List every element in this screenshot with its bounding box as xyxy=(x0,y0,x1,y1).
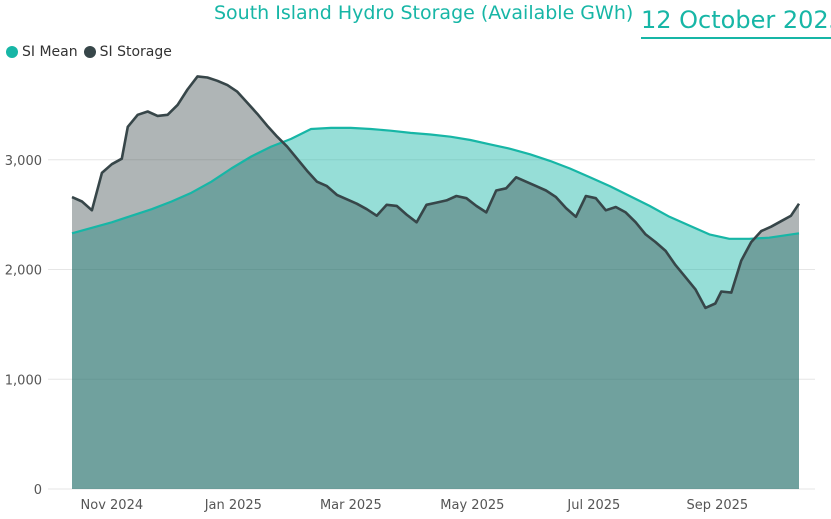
si-storage-area xyxy=(72,76,799,490)
y-tick-label: 3,000 xyxy=(5,154,42,169)
chart-title: South Island Hydro Storage (Available GW… xyxy=(214,2,634,24)
date-link[interactable]: 12 October 2025 xyxy=(641,6,831,39)
axis-layer: 0 1,000 2,000 3,000 Nov 2024 Jan 2025 Mar 2025… xyxy=(5,154,748,513)
legend-dot-icon xyxy=(83,46,96,58)
x-tick-label: Jul 2025 xyxy=(566,498,620,513)
legend-label-si-storage: SI Storage xyxy=(99,44,172,60)
x-tick-label: Mar 2025 xyxy=(320,498,382,513)
legend-dot-icon xyxy=(6,46,18,58)
y-tick-label: 0 xyxy=(34,483,42,498)
line-layer xyxy=(71,75,801,310)
grid-layer xyxy=(48,159,815,490)
si-storage-line xyxy=(71,75,801,310)
si-mean-line xyxy=(71,126,800,240)
area-layer xyxy=(72,76,799,490)
y-tick-label: 1,000 xyxy=(5,373,42,388)
x-tick-label: Jan 2025 xyxy=(204,498,262,513)
y-tick-label: 2,000 xyxy=(5,264,42,279)
x-tick-label: Sep 2025 xyxy=(686,498,748,513)
x-tick-label: May 2025 xyxy=(440,498,504,513)
x-tick-label: Nov 2024 xyxy=(81,498,144,513)
legend-item-si-storage[interactable]: SI Storage xyxy=(83,44,172,60)
chart-legend: SI Mean SI Storage xyxy=(6,44,178,60)
legend-label-si-mean: SI Mean xyxy=(22,44,78,60)
si-mean-area xyxy=(72,127,799,490)
legend-item-si-mean[interactable]: SI Mean xyxy=(6,44,78,60)
